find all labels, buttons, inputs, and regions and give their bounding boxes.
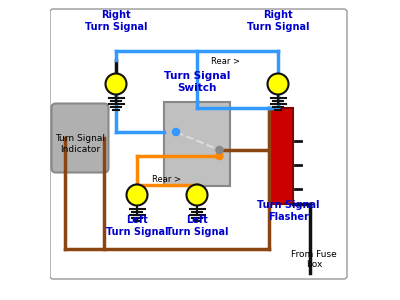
- Circle shape: [106, 74, 126, 94]
- FancyBboxPatch shape: [52, 103, 108, 172]
- Circle shape: [268, 74, 288, 94]
- Circle shape: [186, 184, 208, 206]
- Text: Rear >: Rear >: [211, 58, 240, 67]
- Text: Rear >: Rear >: [152, 175, 182, 184]
- Text: Turn Signal
Flasher: Turn Signal Flasher: [257, 200, 320, 222]
- FancyBboxPatch shape: [164, 102, 230, 186]
- Circle shape: [216, 152, 223, 160]
- Text: Left
Turn Signal: Left Turn Signal: [106, 215, 168, 237]
- FancyBboxPatch shape: [50, 9, 347, 279]
- Circle shape: [172, 128, 180, 136]
- Text: Right
Turn Signal: Right Turn Signal: [247, 10, 309, 32]
- Text: Turn Signal
Indicator: Turn Signal Indicator: [55, 134, 105, 154]
- Circle shape: [126, 184, 148, 206]
- Bar: [269, 108, 293, 204]
- Text: Left
Turn Signal: Left Turn Signal: [166, 215, 228, 237]
- Text: Right
Turn Signal: Right Turn Signal: [85, 10, 147, 32]
- Circle shape: [216, 146, 223, 154]
- Text: From Fuse
box: From Fuse box: [291, 250, 337, 269]
- Text: Turn Signal
Switch: Turn Signal Switch: [164, 71, 230, 93]
